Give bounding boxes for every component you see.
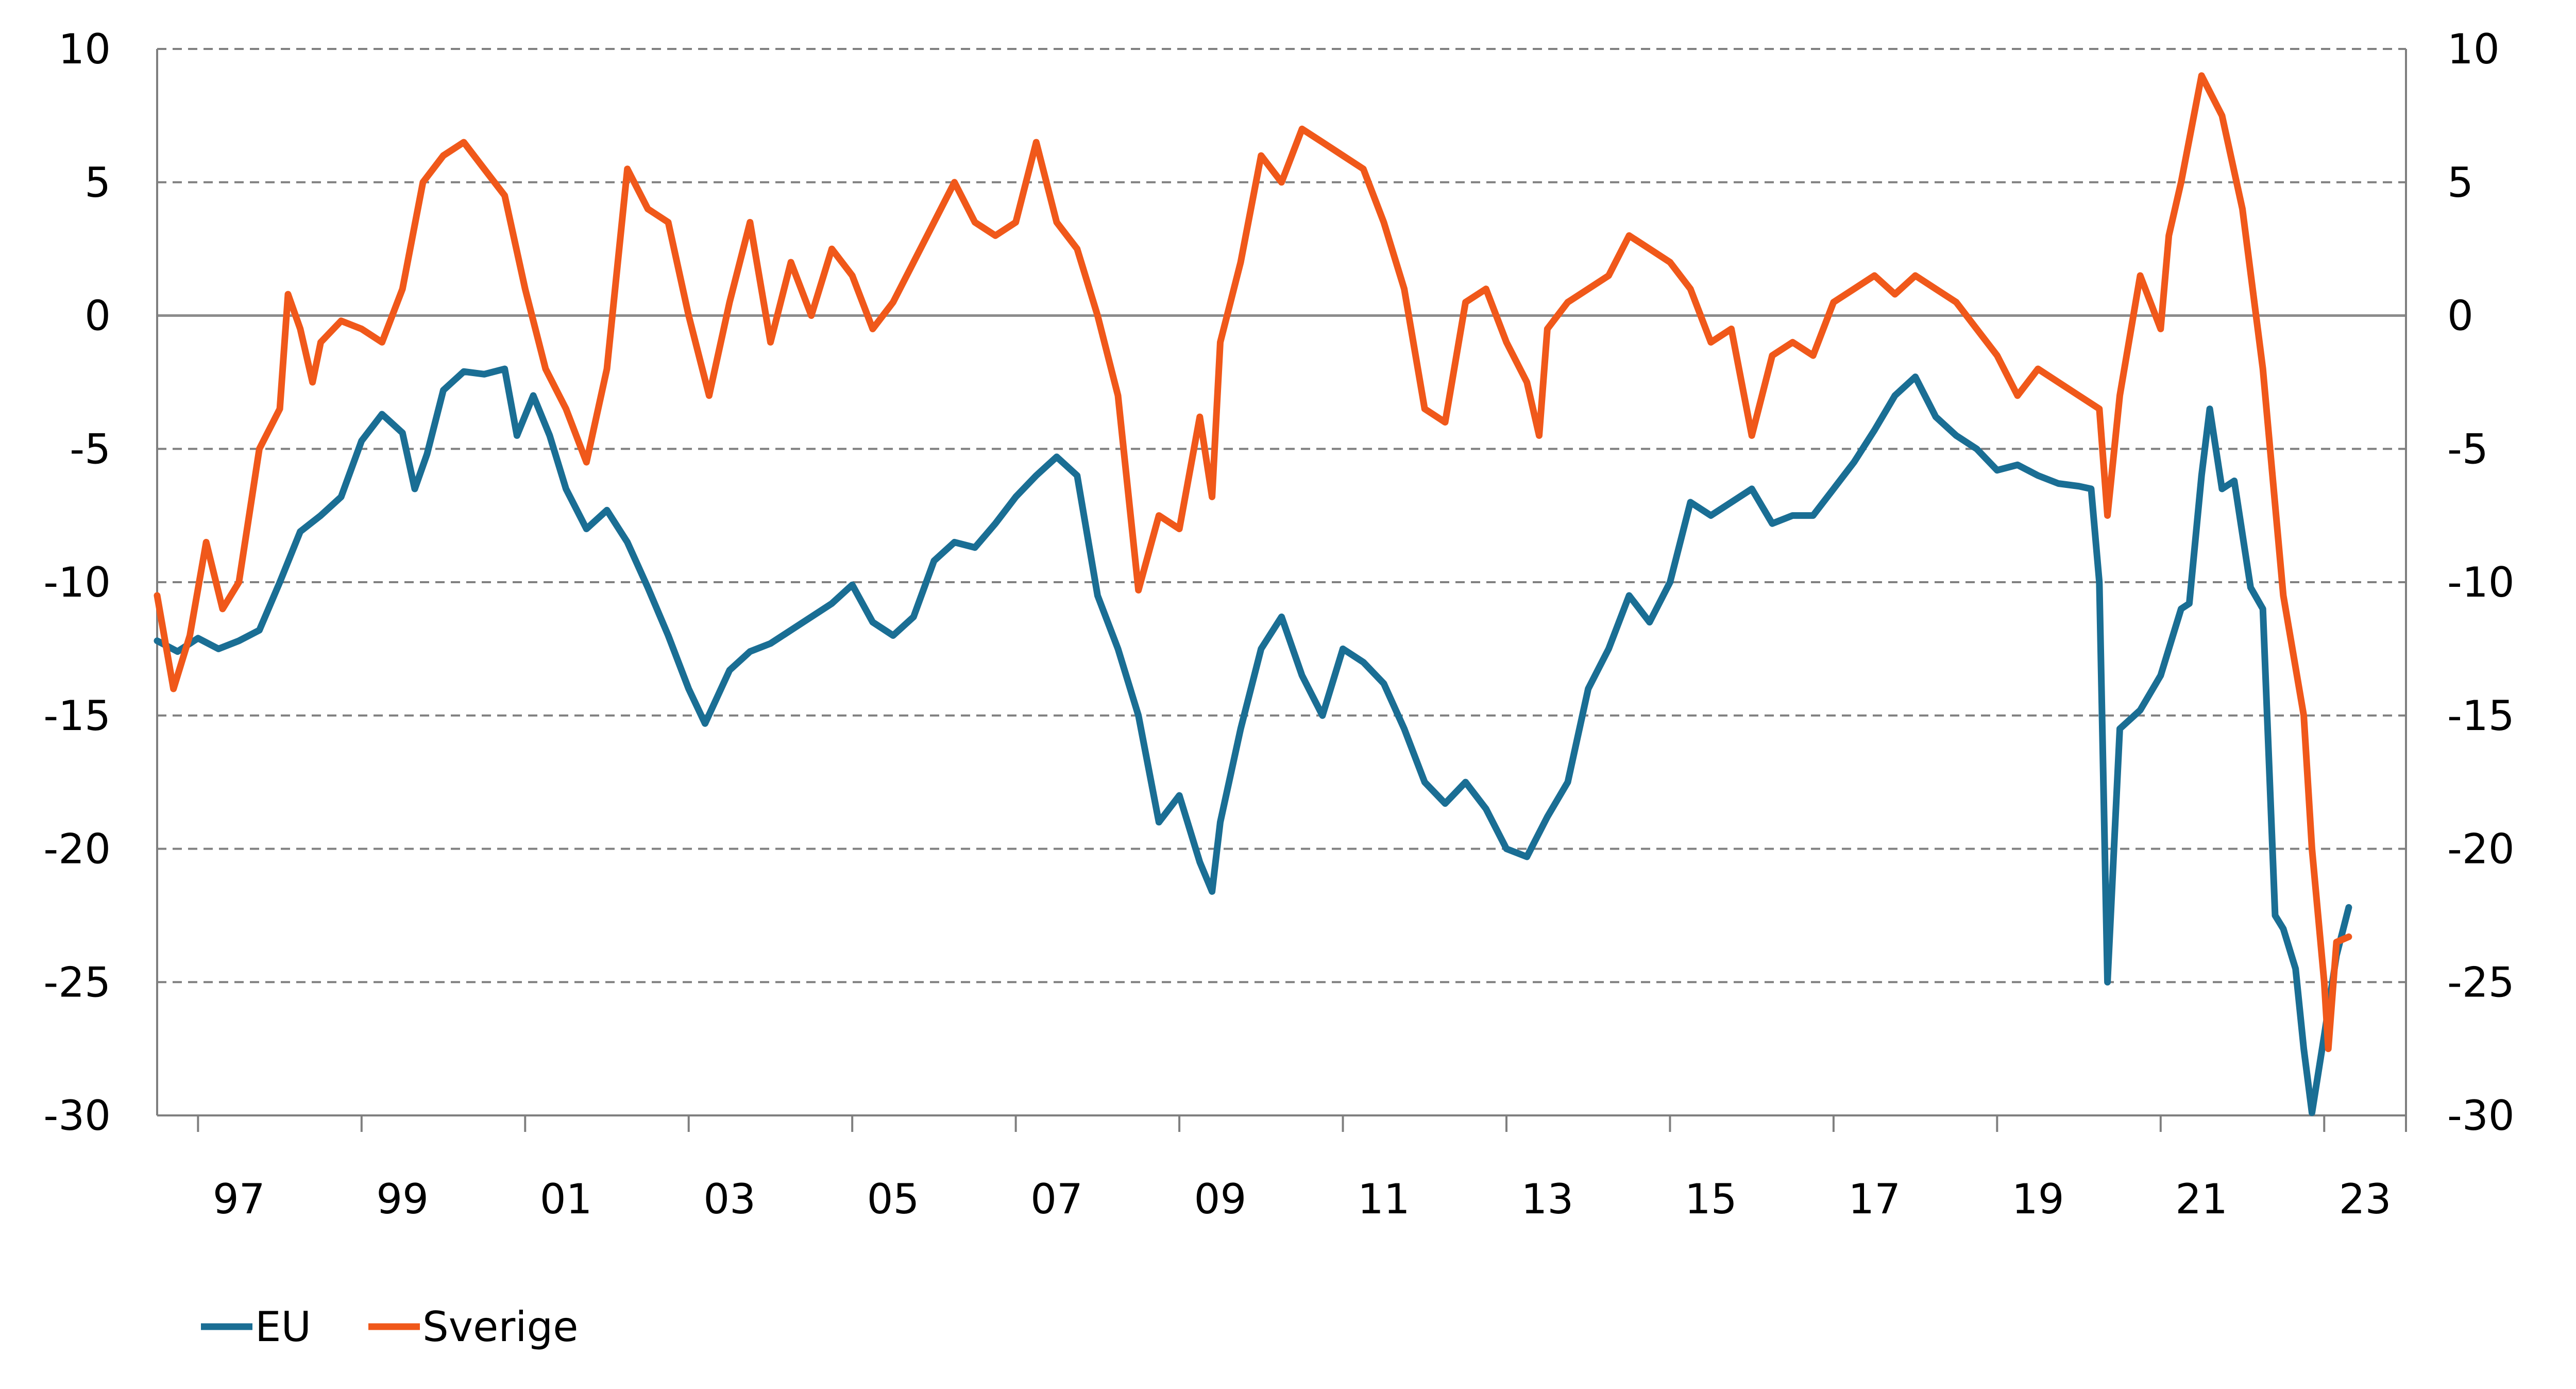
x-tick-label: 23: [2339, 1175, 2392, 1223]
x-tick-label: 19: [2012, 1175, 2064, 1223]
x-tick-label: 13: [1521, 1175, 1573, 1223]
x-tick-label: 07: [1030, 1175, 1083, 1223]
legend-label-sverige: Sverige: [422, 1303, 578, 1351]
x-axis-ticks: 97 99 01 03 05 07 09 11 13 15 17 19 21 23: [213, 1175, 2392, 1223]
series-lines: [154, 72, 2352, 1116]
x-tick-label: 05: [867, 1175, 920, 1223]
y-tick-label-left: -15: [43, 692, 111, 740]
x-tick-label: 99: [376, 1175, 429, 1223]
y-tick-label-left: -20: [43, 825, 111, 873]
y-tick-label-right: -20: [2447, 825, 2515, 873]
y-tick-label-left: -5: [70, 425, 111, 473]
y-tick-label-left: 5: [84, 159, 111, 207]
x-tick-label: 17: [1848, 1175, 1901, 1223]
x-tick-label: 09: [1194, 1175, 1247, 1223]
y-tick-label-right: 0: [2447, 292, 2473, 340]
y-axis-left-ticks: 10 5 0 -5 -10 -15 -20 -25 -30: [43, 25, 111, 1140]
y-tick-label-right: -5: [2447, 425, 2488, 473]
x-tick-label: 03: [703, 1175, 756, 1223]
y-tick-label-right: 10: [2447, 25, 2500, 73]
y-axis-right-ticks: 10 5 0 -5 -10 -15 -20 -25 -30: [2447, 25, 2515, 1140]
y-tick-label-right: -30: [2447, 1092, 2515, 1140]
series-line-eu: [154, 365, 2352, 1116]
y-tick-label-right: -25: [2447, 958, 2515, 1006]
y-tick-label-right: -10: [2447, 558, 2515, 606]
axes: [156, 49, 2407, 1132]
y-tick-label-left: -25: [43, 958, 111, 1006]
legend-label-eu: EU: [255, 1303, 311, 1351]
y-tick-label-left: 10: [58, 25, 111, 73]
x-tick-label: 01: [540, 1175, 592, 1223]
x-tick-label: 97: [213, 1175, 265, 1223]
y-tick-label-right: -15: [2447, 692, 2515, 740]
x-tick-label: 15: [1685, 1175, 1737, 1223]
y-tick-label-right: 5: [2447, 159, 2473, 207]
y-tick-label-left: -10: [43, 558, 111, 606]
x-tick-label: 11: [1358, 1175, 1410, 1223]
legend: EU Sverige: [201, 1303, 578, 1351]
y-tick-label-left: -30: [43, 1092, 111, 1140]
x-tick-label: 21: [2175, 1175, 2228, 1223]
series-line-sverige: [154, 72, 2352, 1053]
y-tick-label-left: 0: [84, 292, 111, 340]
